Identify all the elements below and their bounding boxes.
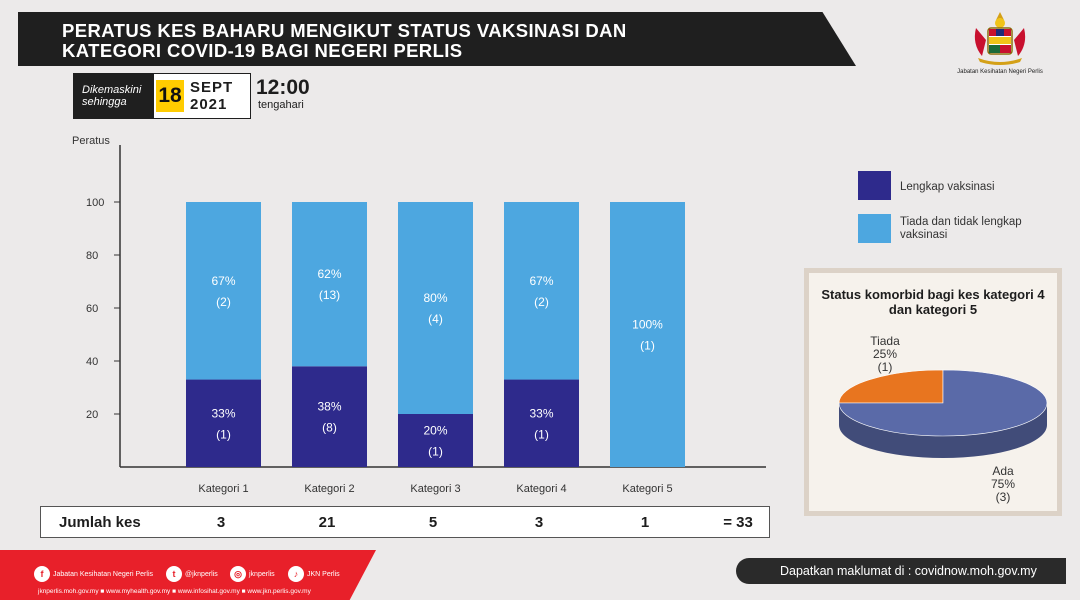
grand-total: = 33: [723, 514, 753, 531]
update-label-line1: Dikemaskini: [82, 84, 142, 96]
calendar-month: SEPT: [190, 79, 234, 96]
bar-lengkap-2: [292, 366, 367, 467]
update-label: Dikemaskini sehingga: [74, 74, 154, 118]
logo-caption: Jabatan Kesihatan Negeri Perlis: [957, 69, 1043, 75]
bar-percent-label: 100%: [632, 318, 663, 332]
y-tick-label: 40: [86, 356, 98, 368]
pie-title: Status komorbid bagi kes kategori 4 dan …: [821, 287, 1045, 317]
bar-lengkap-1: [186, 379, 261, 467]
total-kategori-1: 3: [216, 514, 226, 531]
bar-tiada-3: [398, 202, 473, 414]
instagram-icon: ◎: [230, 566, 246, 582]
bar-tiada-1: [186, 202, 261, 380]
bar-count-label: (1): [640, 339, 655, 353]
pie-label-ada: Ada 75% (3): [990, 464, 1016, 504]
bar-count-label: (13): [319, 288, 340, 302]
update-time: 12:00: [256, 76, 310, 99]
bar-count-label: (1): [534, 427, 549, 441]
x-tick-label: Kategori 4: [516, 483, 566, 495]
bar-percent-label: 38%: [317, 400, 341, 414]
x-tick-label: Kategori 3: [410, 483, 460, 495]
legend-label-tiada: Tiada dan tidak lengkap vaksinasi: [900, 216, 1022, 241]
total-label: Jumlah kes: [59, 514, 141, 531]
footer-links[interactable]: jknperlis.moh.gov.my ■ www.myhealth.gov.…: [38, 588, 311, 595]
bar-percent-label: 33%: [211, 406, 235, 420]
y-tick-label: 60: [86, 303, 98, 315]
total-cases-row: Jumlah kes 3 21 5 3 1 = 33: [40, 506, 770, 538]
twitter-icon: t: [166, 566, 182, 582]
tiktok-icon: ♪: [288, 566, 304, 582]
comorbid-pie-panel: Status komorbid bagi kes kategori 4 dan …: [804, 268, 1062, 516]
social-instagram[interactable]: ◎ jknperlis: [230, 566, 275, 582]
facebook-icon: f: [34, 566, 50, 582]
bar-count-label: (2): [216, 295, 231, 309]
x-tick-label: Kategori 2: [304, 483, 354, 495]
calendar-year: 2021: [190, 96, 228, 113]
pie-label-tiada: Tiada 25% (1): [870, 334, 900, 374]
bar-count-label: (4): [428, 312, 443, 326]
bar-percent-label: 33%: [529, 406, 553, 420]
bar-lengkap-4: [504, 379, 579, 467]
title-line-1: PERATUS KES BAHARU MENGIKUT STATUS VAKSI…: [62, 20, 627, 41]
x-tick-label: Kategori 1: [198, 483, 248, 495]
calendar-day: 18: [156, 80, 184, 112]
malaysia-crest-icon: [974, 12, 1026, 65]
y-tick-label: 20: [86, 409, 98, 421]
total-kategori-5: 1: [640, 514, 650, 531]
y-tick-label: 100: [86, 197, 104, 209]
bar-tiada-5: [610, 202, 685, 467]
total-kategori-4: 3: [534, 514, 544, 531]
bar-count-label: (1): [216, 427, 231, 441]
legend-label-lengkap: Lengkap vaksinasi: [900, 181, 995, 193]
social-facebook[interactable]: f Jabatan Kesihatan Negeri Perlis: [34, 566, 153, 582]
legend-swatch-tiada: [858, 214, 891, 243]
legend-swatch-lengkap: [858, 171, 891, 200]
bar-tiada-2: [292, 202, 367, 367]
bar-tiada-4: [504, 202, 579, 380]
bar-count-label: (2): [534, 295, 549, 309]
y-axis-label: Peratus: [72, 135, 110, 147]
total-kategori-3: 5: [428, 514, 438, 531]
bar-percent-label: 67%: [211, 274, 235, 288]
update-label-line2: sehingga: [82, 96, 127, 108]
bar-lengkap-3: [398, 414, 473, 467]
social-tiktok[interactable]: ♪ JKN Perlis: [288, 566, 340, 582]
update-time-note: tengahari: [258, 99, 304, 111]
total-kategori-2: 21: [318, 514, 336, 531]
bar-count-label: (1): [428, 445, 443, 459]
bar-percent-label: 20%: [423, 424, 447, 438]
bar-percent-label: 67%: [529, 274, 553, 288]
more-info-link[interactable]: Dapatkan maklumat di : covidnow.moh.gov.…: [736, 558, 1066, 584]
title-banner: PERATUS KES BAHARU MENGIKUT STATUS VAKSI…: [18, 12, 856, 66]
pie-slice-ada: [838, 369, 1048, 437]
pie-chart: [838, 369, 1048, 458]
social-twitter[interactable]: t @jknperlis: [166, 566, 218, 582]
bar-percent-label: 62%: [317, 267, 341, 281]
x-tick-label: Kategori 5: [622, 483, 672, 495]
pie-side-ada: [839, 403, 1047, 458]
bar-percent-label: 80%: [423, 291, 447, 305]
footer-social-bar: f Jabatan Kesihatan Negeri Perlis t @jkn…: [0, 550, 376, 600]
pie-slice-tiada: [838, 369, 944, 404]
title-line-2: KATEGORI COVID-19 BAGI NEGERI PERLIS: [62, 40, 463, 61]
update-date-box: Dikemaskini sehingga 18 SEPT 2021: [73, 73, 251, 119]
bar-count-label: (8): [322, 421, 337, 435]
y-tick-label: 80: [86, 250, 98, 262]
